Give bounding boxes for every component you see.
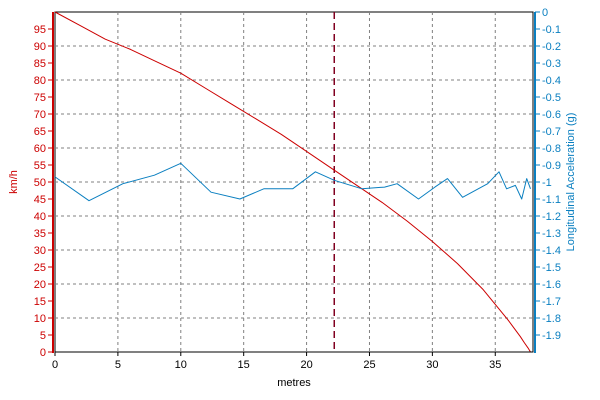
left-tick-label: 35 — [34, 228, 46, 240]
left-tick-label: 15 — [34, 296, 46, 308]
right-tick-label: -0.8 — [542, 143, 561, 155]
right-tick-label: -0.4 — [542, 75, 561, 87]
left-tick-label: 25 — [34, 262, 46, 274]
right-tick-label: -1.7 — [542, 296, 561, 308]
plot-frame — [54, 11, 534, 353]
x-tick-label: 20 — [300, 359, 312, 371]
x-tick-label: 30 — [426, 359, 438, 371]
right-tick-label: -1.8 — [542, 313, 561, 325]
left-tick-label: 80 — [34, 75, 46, 87]
right-tick-label: -1.5 — [542, 262, 561, 274]
left-tick-label: 50 — [34, 177, 46, 189]
x-axis-title: metres — [277, 377, 311, 389]
right-tick-label: 0 — [542, 7, 548, 19]
right-tick-label: -0.6 — [542, 109, 561, 121]
left-axis-title: km/h — [8, 170, 20, 194]
left-tick-label: 20 — [34, 279, 46, 291]
left-tick-label: 60 — [34, 143, 46, 155]
left-tick-label: 40 — [34, 211, 46, 223]
right-tick-label: -0.7 — [542, 126, 561, 138]
tick-labels: 0 5 10 15 20 25 30 35 0 5 10 15 20 25 30 35 40 45 50 55 60 65… — [34, 7, 561, 371]
right-tick-label: -0.2 — [542, 41, 561, 53]
left-tick-label: 0 — [40, 347, 46, 359]
left-tick-label: 85 — [34, 58, 46, 70]
left-tick-label: 90 — [34, 41, 46, 53]
x-tick-label: 0 — [52, 359, 58, 371]
right-tick-label: -1.9 — [542, 330, 561, 342]
x-tick-label: 15 — [238, 359, 250, 371]
right-tick-label: -0.1 — [542, 24, 561, 36]
right-tick-label: -1.2 — [542, 211, 561, 223]
left-tick-label: 75 — [34, 92, 46, 104]
left-tick-label: 10 — [34, 313, 46, 325]
axes — [48, 11, 540, 356]
grid-lines — [55, 12, 533, 352]
x-tick-label: 5 — [115, 359, 121, 371]
right-tick-label: -0.3 — [542, 58, 561, 70]
left-tick-label: 95 — [34, 24, 46, 36]
left-tick-label: 45 — [34, 194, 46, 206]
right-axis-title: Longitudinal Acceleration (g) — [565, 113, 577, 252]
plot-area — [54, 11, 534, 353]
x-tick-label: 35 — [489, 359, 501, 371]
left-tick-label: 5 — [40, 330, 46, 342]
left-tick-label: 65 — [34, 126, 46, 138]
left-tick-label: 30 — [34, 245, 46, 257]
x-tick-label: 25 — [363, 359, 375, 371]
right-tick-label: -1.3 — [542, 228, 561, 240]
right-tick-label: -1.4 — [542, 245, 561, 257]
left-tick-label: 70 — [34, 109, 46, 121]
right-tick-label: -0.5 — [542, 92, 561, 104]
left-tick-label: 55 — [34, 160, 46, 172]
right-tick-label: -1.6 — [542, 279, 561, 291]
series-layer — [54, 11, 531, 353]
speed-series-line — [54, 11, 531, 353]
acceleration-series-line — [54, 162, 531, 202]
right-tick-label: -1 — [542, 177, 552, 189]
right-tick-label: -1.1 — [542, 194, 561, 206]
right-tick-label: -0.9 — [542, 160, 561, 172]
x-tick-label: 10 — [175, 359, 187, 371]
